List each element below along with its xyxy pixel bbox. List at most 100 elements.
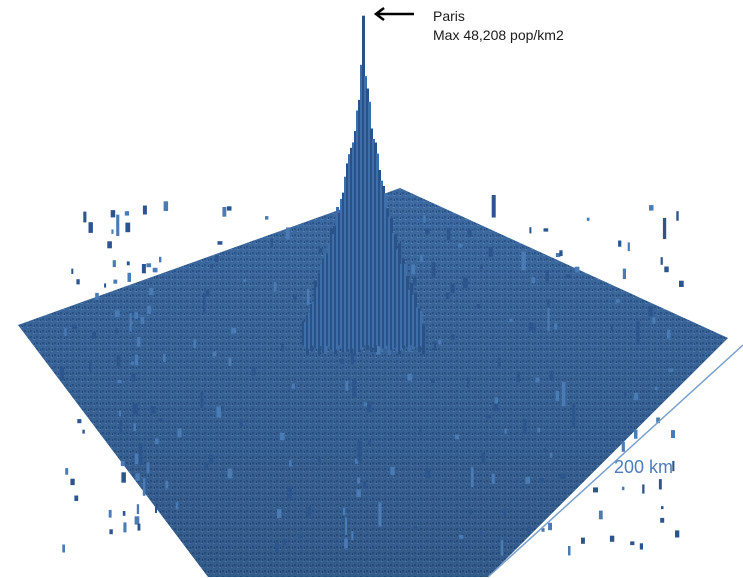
- urban-clusters: [60, 195, 684, 556]
- terrain-bump: [423, 215, 426, 223]
- density-column: [358, 99, 361, 353]
- terrain-bump: [306, 288, 310, 305]
- terrain-bump: [586, 217, 590, 221]
- terrain-bump: [193, 339, 197, 348]
- terrain-bump: [354, 458, 359, 464]
- terrain-bump: [630, 541, 635, 546]
- terrain-bump: [652, 317, 656, 324]
- terrain-bump: [431, 379, 435, 384]
- max-density-label: Max 48,208 pop/km2: [433, 27, 564, 43]
- density-column: [362, 15, 365, 347]
- terrain-bump: [527, 527, 531, 534]
- terrain-bump: [357, 441, 362, 462]
- terrain-bump: [222, 207, 227, 217]
- terrain-bump: [627, 242, 630, 252]
- density-column: [394, 234, 397, 348]
- terrain-bump: [504, 428, 507, 434]
- density-column: [408, 289, 411, 353]
- terrain-bump: [76, 279, 80, 285]
- terrain-bump: [525, 476, 530, 484]
- terrain-bump: [146, 462, 150, 474]
- density-column: [336, 207, 339, 350]
- density-column: [368, 101, 371, 346]
- terrain-bump: [593, 487, 598, 493]
- terrain-bump: [289, 460, 292, 467]
- density-column: [348, 154, 351, 350]
- terrain-bump: [82, 429, 85, 434]
- terrain-bump: [152, 267, 158, 273]
- terrain-bump: [642, 484, 645, 494]
- terrain-bump: [282, 539, 287, 546]
- density-column: [316, 286, 319, 349]
- terrain-bump: [108, 509, 112, 518]
- terrain-bump: [675, 530, 680, 538]
- terrain-bump: [342, 507, 346, 516]
- terrain-bump: [618, 240, 622, 247]
- density-column: [418, 308, 421, 353]
- terrain-bump: [124, 211, 130, 216]
- terrain-bump: [622, 268, 626, 280]
- terrain-bump: [636, 320, 640, 345]
- terrain-bump: [137, 523, 141, 531]
- terrain-bump: [216, 406, 222, 418]
- terrain-bump: [123, 522, 127, 533]
- terrain-bump: [273, 282, 277, 292]
- terrain-bump: [649, 205, 654, 211]
- terrain-bump: [71, 268, 74, 274]
- terrain-bump: [545, 270, 549, 282]
- density-column: [306, 315, 309, 355]
- terrain-bump: [351, 531, 354, 541]
- terrain-bump: [60, 367, 64, 381]
- terrain-bump: [118, 410, 121, 417]
- terrain-bump: [292, 383, 295, 389]
- density-column: [310, 304, 313, 352]
- terrain-bump: [107, 241, 112, 249]
- terrain-bump: [122, 511, 126, 516]
- terrain-bump: [450, 283, 455, 293]
- terrain-bump: [177, 428, 182, 438]
- terrain-bump: [621, 486, 625, 491]
- terrain-bump: [277, 509, 282, 519]
- terrain-bump: [155, 506, 157, 513]
- terrain-bump: [212, 351, 217, 357]
- terrain-bump: [572, 403, 576, 428]
- terrain-bump: [127, 272, 131, 282]
- terrain-bump: [142, 205, 147, 215]
- scale-line: [487, 344, 743, 578]
- density-column: [338, 212, 341, 346]
- terrain-bump: [555, 390, 560, 401]
- terrain-bump: [350, 353, 354, 365]
- terrain-bump: [469, 509, 472, 515]
- terrain-bump: [111, 229, 114, 234]
- density-column: [390, 217, 393, 351]
- terrain-bump: [648, 306, 653, 317]
- terrain-bump: [609, 535, 615, 542]
- terrain-bump: [516, 371, 520, 383]
- terrain-bump: [287, 486, 292, 501]
- terrain-bump: [112, 260, 116, 268]
- terrain-bump: [554, 323, 558, 330]
- terrain-bump: [293, 294, 297, 300]
- terrain-bump: [549, 370, 554, 381]
- density-column: [422, 324, 425, 355]
- terrain-bump: [356, 489, 361, 497]
- terrain-bump: [660, 257, 663, 265]
- terrain-bump: [148, 288, 154, 296]
- terrain-bump: [610, 325, 613, 331]
- terrain-bump: [239, 419, 243, 427]
- density-column: [330, 228, 333, 348]
- terrain-bump: [509, 318, 513, 322]
- density-column: [354, 131, 357, 354]
- terrain-bump: [463, 277, 468, 289]
- density-column: [420, 310, 423, 347]
- terrain-bump: [275, 542, 279, 553]
- density-column: [308, 313, 311, 350]
- terrain-bump: [566, 274, 571, 278]
- terrain-bump: [70, 478, 75, 486]
- terrain-bump: [491, 473, 495, 484]
- terrain-bump: [548, 522, 552, 531]
- terrain-bump: [220, 405, 224, 412]
- terrain-bump: [559, 250, 563, 257]
- scale-label: 200 km: [614, 457, 674, 477]
